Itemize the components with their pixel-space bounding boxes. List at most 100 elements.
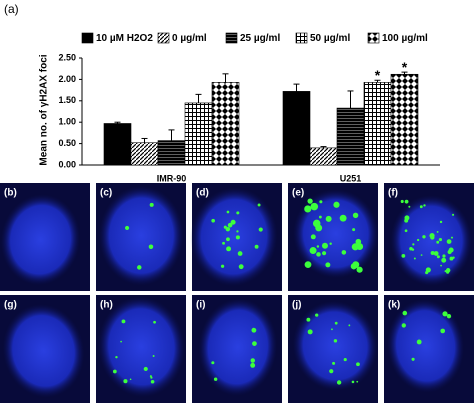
focus: [112, 369, 117, 374]
y-axis-label: Mean no. of γH2AX foci: [39, 54, 50, 165]
nucleus: [97, 296, 185, 398]
focus: [316, 245, 320, 248]
error-bar: [168, 129, 175, 141]
focus: [401, 253, 406, 258]
focus: [436, 230, 439, 233]
focus: [319, 200, 323, 204]
focus: [329, 369, 334, 374]
focus: [120, 340, 122, 343]
focus: [226, 237, 230, 242]
focus: [123, 379, 128, 384]
focus: [416, 339, 422, 345]
focus: [441, 257, 447, 263]
focus: [442, 311, 448, 317]
x-tick-label: IMR-90: [157, 173, 187, 183]
focus: [226, 246, 232, 252]
focus: [411, 357, 415, 361]
focus: [150, 376, 153, 379]
focus: [331, 328, 333, 331]
focus: [220, 264, 225, 268]
y-tick-label: 1.50: [58, 95, 76, 105]
focus: [333, 201, 340, 208]
focus: [341, 250, 347, 255]
y-tick-label: 1.00: [58, 117, 76, 127]
panel-label: (a): [4, 2, 19, 16]
focus: [440, 328, 446, 334]
y-tick-label: 2.50: [58, 52, 76, 62]
error-bar: [195, 93, 202, 103]
focus: [325, 262, 331, 268]
bar-chart: 0.00 0.50 1.00 1.50 2.00 2.50 10 µM H2O2 0 µg/m…: [58, 32, 440, 183]
focus: [446, 239, 452, 244]
focus: [433, 251, 439, 256]
focus: [152, 355, 155, 358]
focus: [356, 362, 360, 367]
focus: [124, 225, 130, 231]
error-bar: [347, 90, 354, 109]
focus: [404, 215, 410, 221]
focus: [447, 249, 452, 255]
focus: [329, 242, 332, 245]
focus: [404, 229, 408, 233]
nucleus: [387, 299, 465, 393]
focus: [236, 211, 240, 215]
focus: [310, 234, 316, 240]
focus: [436, 255, 440, 259]
focus: [419, 205, 423, 209]
focus: [237, 251, 243, 256]
focus: [413, 257, 416, 260]
panel-label: (b): [4, 188, 17, 199]
focus: [238, 264, 244, 270]
focus: [153, 320, 156, 324]
focus: [143, 366, 148, 372]
focus: [325, 215, 332, 222]
legend-label: 25 µg/ml: [240, 33, 280, 44]
focus: [436, 240, 440, 244]
focus: [351, 380, 355, 384]
focus: [400, 199, 404, 203]
legend-swatch: [367, 32, 380, 44]
legend-swatch: [81, 32, 94, 44]
bar: [282, 91, 311, 166]
nucleus: [190, 187, 278, 287]
legend-swatch: [157, 32, 170, 44]
focus: [416, 238, 420, 242]
focus: [235, 235, 240, 240]
focus: [446, 270, 450, 274]
error-bar: [114, 121, 121, 124]
focus: [236, 230, 239, 233]
focus: [137, 265, 142, 270]
focus: [307, 329, 313, 335]
focus: [115, 355, 118, 359]
focus: [430, 250, 435, 255]
focus: [352, 228, 356, 232]
legend-swatch: [225, 32, 238, 44]
focus: [339, 214, 347, 222]
focus: [310, 202, 319, 211]
bar: [336, 107, 365, 166]
focus: [251, 327, 257, 333]
focus: [420, 254, 423, 256]
panel-label: (g): [4, 300, 17, 311]
focus: [257, 203, 261, 207]
y-tick-label: 2.00: [58, 74, 76, 84]
panel-label: (k): [388, 300, 400, 311]
nucleus: [292, 300, 378, 391]
panel-label: (h): [100, 300, 113, 311]
focus: [227, 222, 233, 228]
focus: [352, 212, 359, 219]
error-bar: [374, 79, 381, 83]
focus: [211, 361, 215, 365]
focus: [452, 213, 455, 216]
focus: [449, 256, 454, 261]
focus: [356, 266, 363, 273]
bar: [157, 140, 186, 166]
focus: [225, 226, 231, 232]
focus: [411, 248, 415, 251]
focus: [258, 227, 263, 232]
x-tick-label: U251: [340, 173, 362, 183]
focus: [401, 323, 406, 328]
focus: [408, 205, 411, 208]
focus: [252, 341, 257, 346]
focus: [222, 241, 225, 245]
